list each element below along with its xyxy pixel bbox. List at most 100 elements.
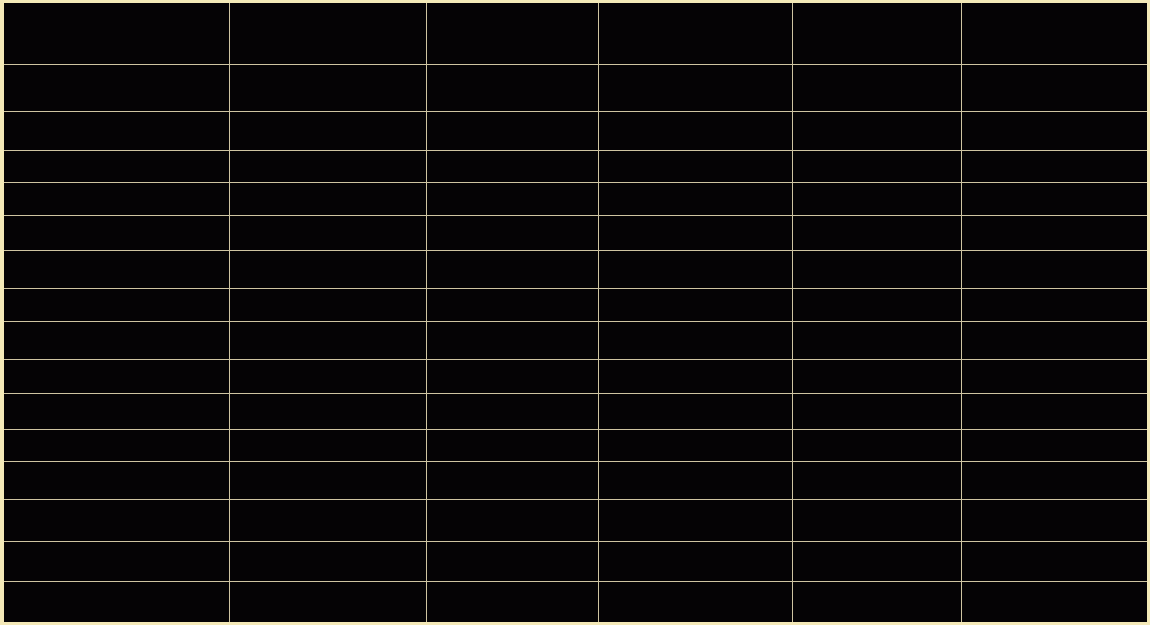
grid-cell[interactable] <box>228 181 427 216</box>
grid-cell[interactable] <box>960 110 1147 151</box>
grid-cell[interactable] <box>228 320 427 360</box>
grid-cell[interactable] <box>228 63 427 112</box>
grid-cell[interactable] <box>960 358 1147 394</box>
grid-cell[interactable] <box>228 287 427 322</box>
grid-cell[interactable] <box>425 214 599 251</box>
grid-cell[interactable] <box>4 249 230 289</box>
grid-cell[interactable] <box>791 460 962 500</box>
grid-cell[interactable] <box>791 392 962 430</box>
grid-cell[interactable] <box>960 249 1147 289</box>
grid-cell[interactable] <box>960 392 1147 430</box>
grid-cell[interactable] <box>960 498 1147 542</box>
grid-cell[interactable] <box>228 428 427 462</box>
grid-cell[interactable] <box>4 428 230 462</box>
grid-cell[interactable] <box>425 358 599 394</box>
grid-cell[interactable] <box>597 580 793 622</box>
grid-cell[interactable] <box>597 498 793 542</box>
grid-cell[interactable] <box>791 358 962 394</box>
grid-cell[interactable] <box>425 287 599 322</box>
grid-cell[interactable] <box>597 540 793 582</box>
grid-cell[interactable] <box>791 181 962 216</box>
grid-cell[interactable] <box>791 110 962 151</box>
grid-cell[interactable] <box>960 149 1147 183</box>
grid-cell[interactable] <box>597 428 793 462</box>
grid-cell[interactable] <box>425 149 599 183</box>
grid-cell[interactable] <box>791 498 962 542</box>
grid-cell[interactable] <box>791 540 962 582</box>
grid-cell[interactable] <box>425 3 599 65</box>
grid-cell[interactable] <box>4 320 230 360</box>
grid-cell[interactable] <box>425 498 599 542</box>
grid-cell[interactable] <box>228 249 427 289</box>
grid-cell[interactable] <box>597 3 793 65</box>
grid-cell[interactable] <box>228 358 427 394</box>
grid-cell[interactable] <box>228 580 427 622</box>
grid-row <box>4 498 1147 542</box>
grid-cell[interactable] <box>4 358 230 394</box>
grid-cell[interactable] <box>960 214 1147 251</box>
grid-cell[interactable] <box>791 149 962 183</box>
grid-cell[interactable] <box>597 110 793 151</box>
grid-cell[interactable] <box>228 498 427 542</box>
grid-cell[interactable] <box>960 428 1147 462</box>
grid-cell[interactable] <box>425 249 599 289</box>
grid-cell[interactable] <box>4 540 230 582</box>
grid-cell[interactable] <box>4 214 230 251</box>
grid-row <box>4 460 1147 500</box>
grid-cell[interactable] <box>425 580 599 622</box>
grid-cell[interactable] <box>597 249 793 289</box>
grid-cell[interactable] <box>597 149 793 183</box>
grid-cell[interactable] <box>425 320 599 360</box>
grid-cell[interactable] <box>597 320 793 360</box>
grid-cell[interactable] <box>4 110 230 151</box>
grid-cell[interactable] <box>228 392 427 430</box>
grid-cell[interactable] <box>228 149 427 183</box>
grid-cell[interactable] <box>425 110 599 151</box>
grid-cell[interactable] <box>4 392 230 430</box>
grid-cell[interactable] <box>597 460 793 500</box>
grid-row <box>4 3 1147 65</box>
grid-cell[interactable] <box>960 3 1147 65</box>
grid-cell[interactable] <box>960 320 1147 360</box>
grid-cell[interactable] <box>597 181 793 216</box>
grid-row <box>4 540 1147 582</box>
grid-cell[interactable] <box>228 3 427 65</box>
grid-cell[interactable] <box>4 3 230 65</box>
grid-cell[interactable] <box>425 63 599 112</box>
grid-cell[interactable] <box>791 320 962 360</box>
grid-cell[interactable] <box>228 460 427 500</box>
grid-cell[interactable] <box>4 580 230 622</box>
grid-cell[interactable] <box>597 63 793 112</box>
grid-cell[interactable] <box>597 214 793 251</box>
grid-cell[interactable] <box>791 580 962 622</box>
grid-cell[interactable] <box>791 3 962 65</box>
grid-cell[interactable] <box>425 540 599 582</box>
grid-cell[interactable] <box>960 181 1147 216</box>
grid-cell[interactable] <box>4 287 230 322</box>
grid-cell[interactable] <box>4 181 230 216</box>
grid-cell[interactable] <box>228 540 427 582</box>
grid-cell[interactable] <box>425 428 599 462</box>
grid-cell[interactable] <box>425 181 599 216</box>
grid-cell[interactable] <box>791 428 962 462</box>
grid-cell[interactable] <box>791 287 962 322</box>
grid-cell[interactable] <box>4 149 230 183</box>
grid-cell[interactable] <box>597 287 793 322</box>
grid-cell[interactable] <box>960 540 1147 582</box>
grid-cell[interactable] <box>228 214 427 251</box>
grid-cell[interactable] <box>791 249 962 289</box>
grid-cell[interactable] <box>228 110 427 151</box>
grid-cell[interactable] <box>960 287 1147 322</box>
grid-cell[interactable] <box>4 63 230 112</box>
grid-cell[interactable] <box>425 392 599 430</box>
grid-cell[interactable] <box>960 580 1147 622</box>
grid-cell[interactable] <box>960 63 1147 112</box>
grid-cell[interactable] <box>960 460 1147 500</box>
grid-cell[interactable] <box>425 460 599 500</box>
grid-cell[interactable] <box>597 392 793 430</box>
grid-cell[interactable] <box>791 63 962 112</box>
grid-cell[interactable] <box>597 358 793 394</box>
grid-cell[interactable] <box>4 460 230 500</box>
grid-cell[interactable] <box>791 214 962 251</box>
grid-cell[interactable] <box>4 498 230 542</box>
